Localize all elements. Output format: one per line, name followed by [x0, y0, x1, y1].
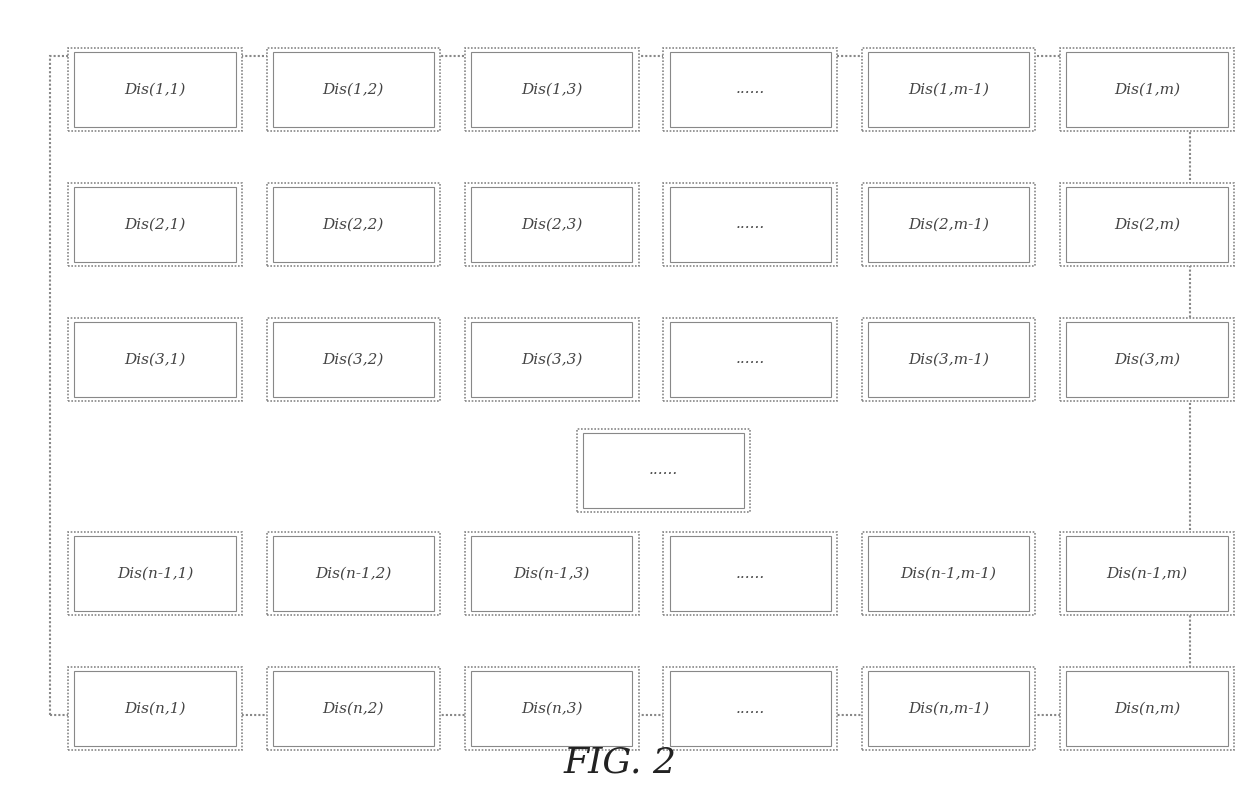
Bar — [1066, 671, 1228, 746]
Bar — [465, 532, 639, 615]
Text: Dis(3,m-1): Dis(3,m-1) — [908, 353, 990, 366]
Text: Dis(n-1,m-1): Dis(n-1,m-1) — [900, 567, 997, 580]
Bar — [465, 48, 639, 131]
Bar — [1060, 318, 1234, 401]
Bar — [577, 429, 750, 512]
Text: Dis(n-1,3): Dis(n-1,3) — [513, 567, 590, 580]
Bar — [670, 671, 831, 746]
Bar — [868, 671, 1029, 746]
Text: Dis(2,m): Dis(2,m) — [1114, 218, 1180, 231]
Bar — [1066, 322, 1228, 397]
Bar — [68, 318, 242, 401]
Text: ......: ...... — [735, 353, 765, 366]
Bar — [868, 52, 1029, 127]
Text: Dis(n,1): Dis(n,1) — [124, 702, 186, 715]
Bar — [471, 322, 632, 397]
Bar — [267, 532, 440, 615]
Text: Dis(2,3): Dis(2,3) — [521, 218, 583, 231]
Bar — [68, 532, 242, 615]
Bar — [1060, 48, 1234, 131]
Text: Dis(3,2): Dis(3,2) — [322, 353, 384, 366]
Text: Dis(1,3): Dis(1,3) — [521, 83, 583, 96]
Bar — [663, 48, 837, 131]
Text: Dis(n,3): Dis(n,3) — [521, 702, 583, 715]
Bar — [862, 318, 1035, 401]
Text: Dis(n,m): Dis(n,m) — [1114, 702, 1180, 715]
Bar — [663, 318, 837, 401]
Bar — [862, 667, 1035, 750]
Text: ......: ...... — [735, 567, 765, 580]
Text: ......: ...... — [649, 464, 678, 477]
Bar — [74, 187, 236, 262]
Bar — [273, 671, 434, 746]
Text: Dis(1,1): Dis(1,1) — [124, 83, 186, 96]
Bar — [74, 671, 236, 746]
Text: Dis(3,3): Dis(3,3) — [521, 353, 583, 366]
Text: Dis(3,1): Dis(3,1) — [124, 353, 186, 366]
Bar — [50, 56, 1190, 715]
Bar — [471, 536, 632, 611]
Bar — [1060, 532, 1234, 615]
Text: Dis(1,2): Dis(1,2) — [322, 83, 384, 96]
Bar — [74, 536, 236, 611]
Bar — [670, 536, 831, 611]
Bar — [68, 667, 242, 750]
Bar — [273, 52, 434, 127]
Bar — [465, 667, 639, 750]
Text: FIG. 2: FIG. 2 — [563, 746, 677, 779]
Text: Dis(n-1,1): Dis(n-1,1) — [117, 567, 193, 580]
Bar — [471, 671, 632, 746]
Text: ......: ...... — [735, 218, 765, 231]
Bar — [862, 183, 1035, 266]
Text: Dis(1,m-1): Dis(1,m-1) — [908, 83, 990, 96]
Bar — [583, 433, 744, 508]
Text: Dis(2,m-1): Dis(2,m-1) — [908, 218, 990, 231]
Bar — [862, 532, 1035, 615]
Bar — [1066, 187, 1228, 262]
Bar — [1066, 52, 1228, 127]
Bar — [465, 183, 639, 266]
Bar — [868, 322, 1029, 397]
Text: Dis(n-1,2): Dis(n-1,2) — [315, 567, 392, 580]
Text: Dis(2,2): Dis(2,2) — [322, 218, 384, 231]
Bar — [267, 667, 440, 750]
Bar — [1060, 667, 1234, 750]
Bar — [868, 187, 1029, 262]
Text: Dis(2,1): Dis(2,1) — [124, 218, 186, 231]
Text: Dis(n-1,m): Dis(n-1,m) — [1106, 567, 1188, 580]
Bar — [1060, 183, 1234, 266]
Bar — [1066, 536, 1228, 611]
Text: Dis(3,m): Dis(3,m) — [1114, 353, 1180, 366]
Bar — [74, 52, 236, 127]
Bar — [273, 322, 434, 397]
Text: Dis(n,m-1): Dis(n,m-1) — [908, 702, 990, 715]
Text: Dis(n,2): Dis(n,2) — [322, 702, 384, 715]
Bar — [663, 667, 837, 750]
Bar — [670, 52, 831, 127]
Bar — [273, 536, 434, 611]
Bar — [267, 48, 440, 131]
Bar — [68, 48, 242, 131]
Bar — [267, 183, 440, 266]
Bar — [471, 187, 632, 262]
Bar — [663, 532, 837, 615]
Bar — [868, 536, 1029, 611]
Text: ......: ...... — [735, 83, 765, 96]
Bar — [663, 183, 837, 266]
Bar — [465, 318, 639, 401]
Bar — [670, 322, 831, 397]
Bar — [68, 183, 242, 266]
Bar — [273, 187, 434, 262]
Bar — [862, 48, 1035, 131]
Bar — [471, 52, 632, 127]
Text: ......: ...... — [735, 702, 765, 715]
Bar — [74, 322, 236, 397]
Bar — [267, 318, 440, 401]
Text: Dis(1,m): Dis(1,m) — [1114, 83, 1180, 96]
Bar — [670, 187, 831, 262]
